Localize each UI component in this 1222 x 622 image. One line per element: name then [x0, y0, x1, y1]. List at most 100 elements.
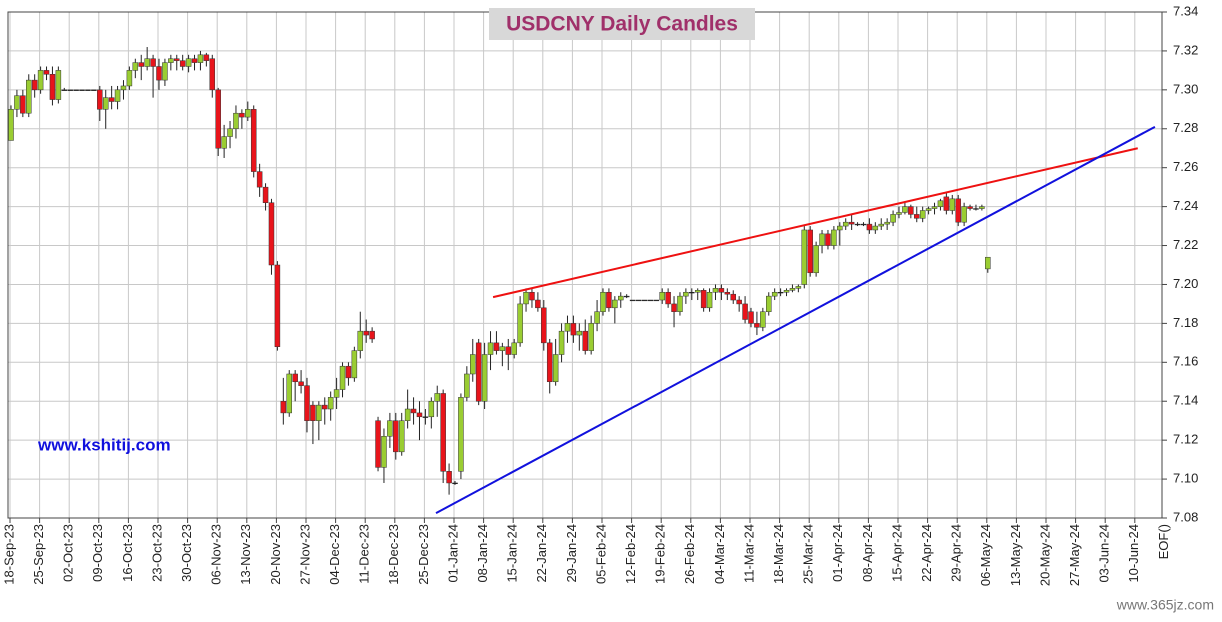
candle-body	[706, 291, 713, 309]
candle-body	[286, 373, 292, 414]
x-tick-label: 05-Feb-24	[593, 524, 608, 584]
y-tick-label: 7.24	[1173, 198, 1198, 213]
candle-body	[641, 299, 648, 302]
candle-body	[606, 291, 612, 309]
candle-body	[771, 291, 778, 297]
candle-body	[464, 373, 470, 398]
candle-body	[37, 70, 44, 91]
x-tick-label: 19-Feb-24	[653, 524, 668, 584]
candle-body	[357, 330, 364, 351]
candle-body	[541, 307, 547, 344]
watermark: www.365jz.com	[1116, 597, 1214, 613]
x-tick-label: 20-May-24	[1037, 524, 1052, 586]
x-tick-label: 13-May-24	[1008, 524, 1023, 586]
trend-line	[435, 125, 1156, 515]
candle-body	[310, 404, 316, 421]
x-tick-label: 23-Oct-23	[149, 524, 164, 582]
candle-body	[523, 291, 529, 305]
candle-body	[955, 198, 961, 223]
x-tick-label: 20-Nov-23	[268, 524, 283, 585]
candle-body	[304, 385, 310, 421]
candle-body	[322, 404, 328, 410]
candle-body	[683, 291, 689, 297]
candle-body	[209, 58, 216, 91]
candle-body	[221, 136, 227, 149]
candle-body	[689, 291, 695, 294]
candle-body	[126, 70, 133, 87]
candle-body	[79, 89, 85, 91]
x-tick-label: 13-Nov-23	[238, 524, 253, 585]
candle-body	[908, 206, 914, 215]
candle-body	[842, 221, 849, 227]
candle-body	[458, 397, 464, 472]
x-tick-label: 29-Apr-24	[949, 524, 964, 582]
candle-body	[925, 208, 932, 211]
x-tick-label: 25-Sep-23	[31, 524, 46, 585]
candle-body	[393, 420, 399, 453]
candle-body	[837, 225, 843, 231]
candle-body	[919, 210, 926, 219]
candle-body	[250, 109, 257, 172]
candle-body	[582, 330, 588, 351]
candle-body	[132, 62, 139, 71]
x-tick-label: 18-Mar-24	[771, 524, 786, 584]
candle-body	[890, 214, 896, 223]
candle-body	[475, 342, 482, 402]
candle-body	[316, 404, 322, 421]
x-tick-label: 16-Oct-23	[120, 524, 135, 582]
candle-body	[493, 342, 500, 351]
candle-body	[937, 200, 944, 207]
candle-body	[292, 373, 298, 383]
candle-body	[635, 299, 642, 302]
y-tick-label: 7.10	[1173, 471, 1198, 486]
candle-body	[866, 223, 873, 231]
y-tick-label: 7.16	[1173, 354, 1198, 369]
x-tick-label: 01-Jan-24	[445, 524, 460, 583]
candle-body	[570, 323, 577, 336]
candle-body	[203, 54, 210, 61]
candle-body	[594, 311, 600, 324]
candle-body	[588, 323, 594, 351]
candle-body	[197, 54, 204, 63]
x-tick-label: 25-Dec-23	[416, 524, 431, 585]
candle-body	[185, 58, 192, 67]
candle-body	[914, 214, 920, 219]
candle-body	[653, 299, 660, 302]
candle-body	[718, 288, 725, 293]
x-tick-label: 29-Jan-24	[564, 524, 579, 583]
candle-body	[410, 408, 417, 414]
x-tick-label: 18-Dec-23	[386, 524, 401, 585]
candle-body	[694, 290, 701, 293]
candle-body	[156, 66, 162, 81]
y-tick-label: 7.34	[1173, 3, 1198, 18]
candle-body	[807, 229, 813, 274]
marks	[8, 47, 1156, 515]
candle-body	[434, 393, 440, 402]
candle-body	[440, 393, 446, 472]
candle-body	[487, 342, 494, 355]
candle-body	[831, 229, 837, 246]
candle-body	[552, 354, 559, 383]
candle-body	[416, 412, 423, 418]
candle-body	[766, 295, 772, 312]
candle-body	[677, 295, 683, 312]
candle-body	[647, 299, 654, 302]
trend-line	[492, 147, 1138, 299]
candle-body	[789, 288, 796, 291]
candle-body	[91, 89, 97, 91]
candle-body	[274, 264, 281, 347]
candle-body	[168, 58, 174, 63]
candle-body	[61, 89, 68, 91]
x-tick-label: 08-Apr-24	[860, 524, 875, 582]
candle-body	[262, 186, 269, 203]
annotation: www.kshitij.com	[37, 435, 171, 454]
candle-body	[629, 299, 636, 302]
candle-body	[49, 74, 56, 100]
candle-body	[505, 346, 512, 355]
candle-body	[43, 70, 50, 75]
candle-body	[777, 291, 784, 294]
candle-body	[902, 206, 908, 213]
candle-body	[174, 58, 180, 61]
candle-body	[825, 233, 831, 246]
